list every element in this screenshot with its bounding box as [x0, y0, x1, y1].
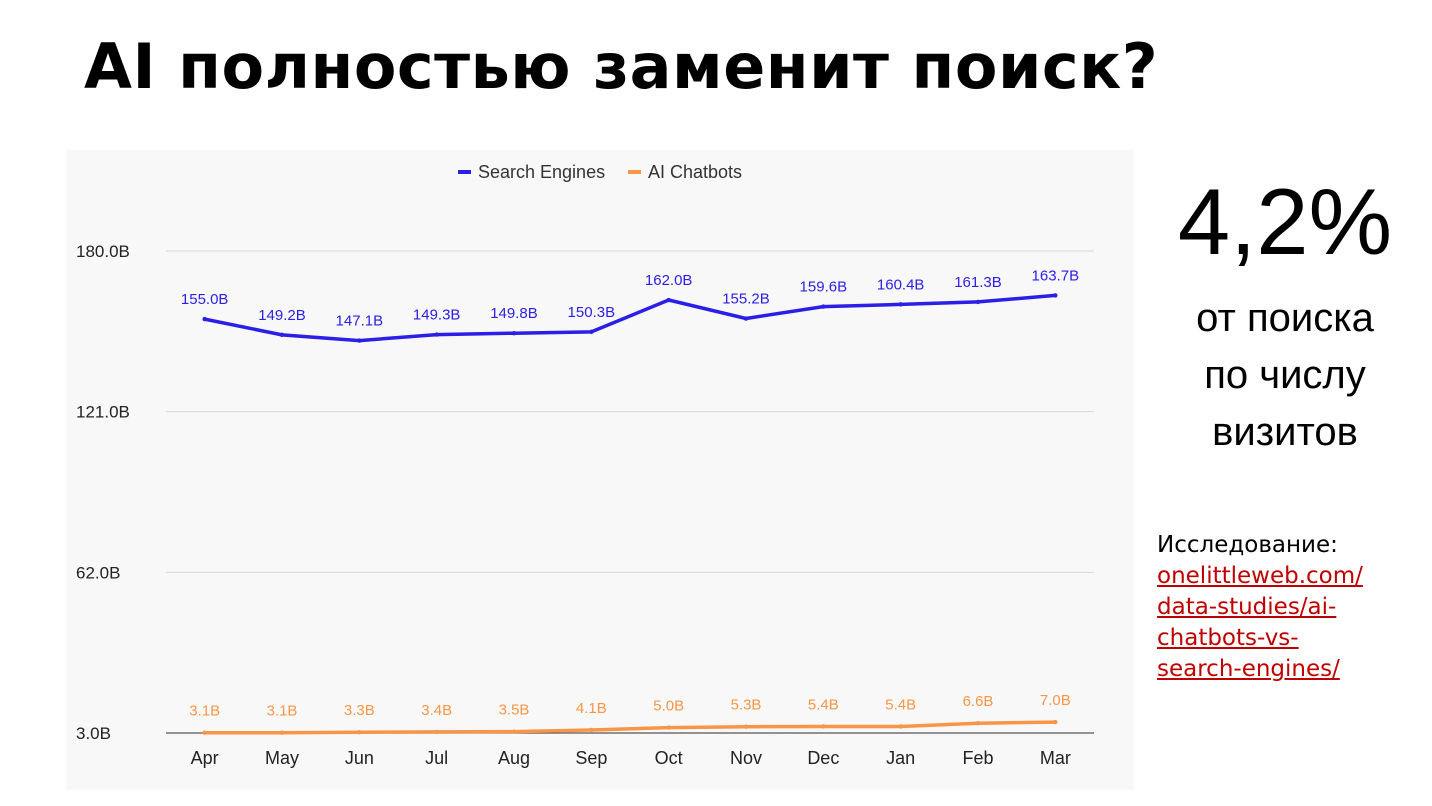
data-point	[821, 724, 826, 729]
data-point	[511, 729, 517, 734]
data-label: 163.7B	[1032, 267, 1080, 284]
data-point	[434, 332, 439, 337]
data-point	[975, 299, 981, 305]
x-tick-label: Jun	[345, 748, 374, 768]
x-tick-label: Jan	[886, 748, 915, 768]
data-point	[975, 720, 981, 726]
data-label: 3.5B	[499, 702, 530, 719]
source-block: Исследование: onelittleweb.com/ data-stu…	[1157, 530, 1425, 685]
stat-caption-line: по числу	[1204, 353, 1366, 397]
data-point	[202, 316, 207, 322]
series-line	[202, 293, 1058, 343]
data-label: 6.6B	[963, 693, 994, 710]
data-point	[434, 729, 439, 735]
source-link-line[interactable]: search-engines/	[1157, 656, 1340, 682]
data-label: 3.1B	[267, 703, 298, 720]
source-link-line[interactable]: onelittleweb.com/	[1157, 563, 1363, 589]
data-label: 155.2B	[722, 291, 770, 308]
data-point	[279, 332, 285, 338]
data-point	[743, 316, 749, 321]
data-label: 160.4B	[877, 276, 925, 293]
data-point	[1053, 719, 1058, 725]
y-tick-label: 121.0B	[76, 403, 130, 422]
data-point	[743, 724, 749, 729]
data-point	[1053, 293, 1058, 298]
data-label: 3.3B	[344, 702, 375, 719]
x-tick-label: Sep	[575, 748, 607, 768]
data-label: 149.3B	[413, 307, 461, 324]
data-label: 150.3B	[568, 304, 616, 321]
data-label: 162.0B	[645, 272, 693, 289]
slide-title: AI полностью заменит поиск?	[84, 30, 1159, 103]
source-link-line[interactable]: data-studies/ai-	[1157, 594, 1337, 620]
y-tick-label: 3.0B	[76, 724, 111, 743]
data-point	[202, 730, 207, 735]
series-line	[202, 720, 1058, 735]
data-point	[357, 338, 362, 343]
y-tick-label: 180.0B	[76, 242, 130, 261]
x-tick-label: Jul	[425, 748, 448, 768]
legend-label: Search Engines	[478, 162, 605, 182]
data-point	[666, 725, 671, 730]
source-label: Исследование:	[1157, 532, 1338, 558]
y-tick-label: 62.0B	[76, 563, 120, 582]
data-point	[898, 724, 903, 729]
data-label: 159.6B	[800, 279, 848, 296]
stat-caption-line: от поиска	[1196, 296, 1374, 340]
data-label: 5.3B	[731, 697, 762, 714]
chart-panel: 3.0B 62.0B 121.0B 180.0B Apr May Jun Jul Aug Sep O…	[66, 150, 1134, 790]
data-label: 3.1B	[189, 703, 220, 720]
stat-caption: от поиска по числу визитов	[1150, 290, 1420, 461]
stat-caption-line: визитов	[1212, 410, 1358, 454]
data-label: 5.0B	[653, 698, 684, 715]
data-label: 4.1B	[576, 700, 607, 717]
data-label: 3.4B	[421, 702, 452, 719]
data-point	[821, 304, 826, 309]
data-label: 147.1B	[336, 313, 384, 330]
data-label: 155.0B	[181, 291, 229, 308]
legend-label: AI Chatbots	[648, 162, 742, 182]
data-label: 161.3B	[954, 274, 1002, 291]
line-chart: 3.0B 62.0B 121.0B 180.0B Apr May Jun Jul Aug Sep O…	[76, 162, 1094, 768]
data-point	[279, 730, 285, 735]
data-point	[666, 297, 671, 303]
data-point	[511, 331, 517, 336]
x-tick-label: Nov	[730, 748, 762, 768]
data-point	[357, 729, 362, 735]
source-link-line[interactable]: chatbots-vs-	[1157, 625, 1299, 651]
x-tick-label: Mar	[1040, 748, 1071, 768]
x-tick-label: Dec	[807, 748, 839, 768]
data-point	[589, 329, 594, 335]
x-tick-label: May	[265, 748, 299, 768]
stat-value: 4,2%	[1177, 169, 1393, 274]
x-tick-label: Feb	[962, 748, 993, 768]
data-label: 5.4B	[885, 696, 916, 713]
data-label: 149.8B	[490, 305, 538, 322]
data-point	[898, 302, 903, 307]
data-label: 149.2B	[258, 307, 306, 324]
data-label: 5.4B	[808, 696, 839, 713]
x-tick-label: Apr	[191, 748, 219, 768]
x-tick-label: Oct	[655, 748, 683, 768]
x-tick-label: Aug	[498, 748, 530, 768]
data-point	[589, 727, 594, 733]
data-label: 7.0B	[1040, 692, 1071, 709]
